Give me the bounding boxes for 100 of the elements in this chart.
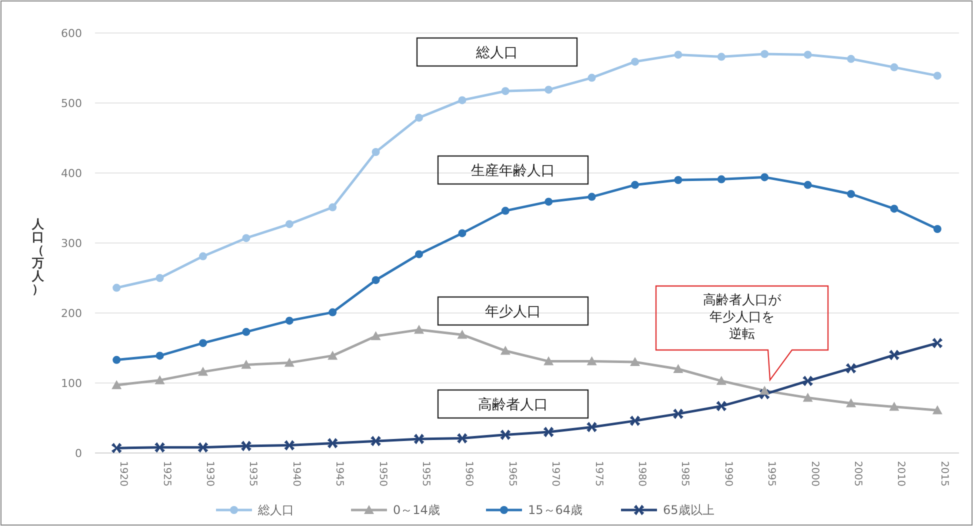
point bbox=[457, 433, 468, 444]
point bbox=[802, 392, 813, 402]
x-tick-label: 2000 bbox=[808, 461, 820, 486]
y-tick-label: 500 bbox=[61, 97, 82, 110]
point bbox=[501, 87, 510, 96]
point bbox=[242, 234, 250, 242]
legend-label: 総人口 bbox=[257, 503, 294, 517]
point bbox=[673, 364, 684, 373]
point bbox=[588, 192, 596, 201]
point bbox=[242, 328, 250, 336]
point bbox=[586, 422, 597, 432]
point bbox=[674, 176, 682, 184]
point bbox=[846, 398, 856, 408]
point bbox=[415, 114, 423, 122]
point bbox=[328, 350, 338, 360]
y-tick-label: 100 bbox=[61, 377, 82, 390]
point bbox=[284, 358, 294, 367]
x-tick-label: 1960 bbox=[463, 461, 474, 486]
point bbox=[241, 360, 252, 369]
point bbox=[933, 72, 942, 80]
x-tick-label: 1970 bbox=[550, 461, 561, 486]
point bbox=[630, 416, 640, 426]
point bbox=[544, 198, 553, 206]
point bbox=[154, 442, 165, 453]
annotation: 高齢者人口 bbox=[478, 397, 548, 413]
x-tick-label: 1965 bbox=[506, 461, 518, 486]
point bbox=[199, 252, 207, 260]
point bbox=[414, 434, 424, 444]
point bbox=[198, 366, 208, 376]
point bbox=[370, 331, 381, 340]
x-tick-label: 1980 bbox=[636, 461, 647, 486]
x-tick-label: 1950 bbox=[376, 461, 388, 486]
point bbox=[500, 430, 511, 440]
point bbox=[370, 436, 381, 446]
x-tick-label: 2015 bbox=[938, 461, 950, 486]
point bbox=[415, 250, 423, 258]
y-tick-label: 400 bbox=[61, 167, 82, 180]
point bbox=[804, 50, 812, 59]
point bbox=[586, 356, 597, 366]
point bbox=[717, 52, 726, 61]
x-tick-label: 1940 bbox=[290, 461, 302, 486]
point bbox=[414, 324, 424, 334]
x-tick-label: 1925 bbox=[160, 461, 172, 486]
point bbox=[501, 206, 510, 215]
point bbox=[112, 356, 121, 364]
point bbox=[458, 229, 466, 238]
x-tick-label: 1945 bbox=[334, 461, 345, 486]
point bbox=[285, 316, 294, 325]
point bbox=[112, 284, 121, 292]
point bbox=[500, 346, 510, 355]
point bbox=[846, 363, 856, 374]
point bbox=[543, 426, 554, 438]
x-tick-label: 1935 bbox=[247, 461, 258, 486]
annotation: 年少人口 bbox=[485, 304, 541, 320]
point bbox=[112, 380, 122, 390]
point bbox=[847, 190, 855, 198]
point bbox=[372, 276, 380, 284]
x-tick-label: 1975 bbox=[592, 461, 604, 486]
point bbox=[154, 375, 165, 384]
point bbox=[544, 356, 554, 366]
point bbox=[932, 338, 943, 348]
point bbox=[111, 442, 122, 454]
point bbox=[458, 96, 466, 104]
point bbox=[716, 400, 727, 412]
y-tick-label: 200 bbox=[61, 307, 82, 320]
point bbox=[328, 308, 337, 316]
point bbox=[932, 405, 942, 414]
point bbox=[890, 63, 898, 72]
x-tick-label: 1995 bbox=[766, 461, 777, 486]
annotation: 生産年齢人口 bbox=[471, 163, 555, 179]
point bbox=[544, 86, 553, 94]
x-tick-label: 1955 bbox=[420, 461, 431, 486]
annotation: 総人口 bbox=[475, 45, 518, 61]
point bbox=[631, 180, 639, 189]
x-tick-label: 1985 bbox=[679, 461, 690, 486]
x-tick-label: 1920 bbox=[118, 461, 129, 486]
point bbox=[588, 74, 596, 82]
point bbox=[847, 54, 855, 63]
point bbox=[328, 203, 337, 212]
point bbox=[804, 180, 812, 189]
point bbox=[760, 173, 769, 182]
x-tick-label: 1930 bbox=[204, 461, 215, 486]
point bbox=[889, 350, 900, 360]
point bbox=[199, 339, 207, 348]
point bbox=[889, 402, 900, 411]
point bbox=[285, 220, 294, 228]
point bbox=[241, 440, 252, 452]
point bbox=[156, 274, 164, 282]
annotation: 高齢者人口が年少人口を逆転 bbox=[703, 292, 782, 342]
point bbox=[890, 204, 898, 213]
point bbox=[717, 175, 726, 184]
point bbox=[630, 357, 640, 366]
point bbox=[631, 58, 639, 66]
point bbox=[673, 408, 684, 419]
point bbox=[716, 376, 726, 385]
point bbox=[198, 442, 208, 453]
y-tick-label: 0 bbox=[75, 447, 82, 460]
point bbox=[802, 376, 813, 386]
x-tick-label: 2010 bbox=[895, 461, 906, 486]
legend-label: 65歳以上 bbox=[663, 503, 714, 517]
